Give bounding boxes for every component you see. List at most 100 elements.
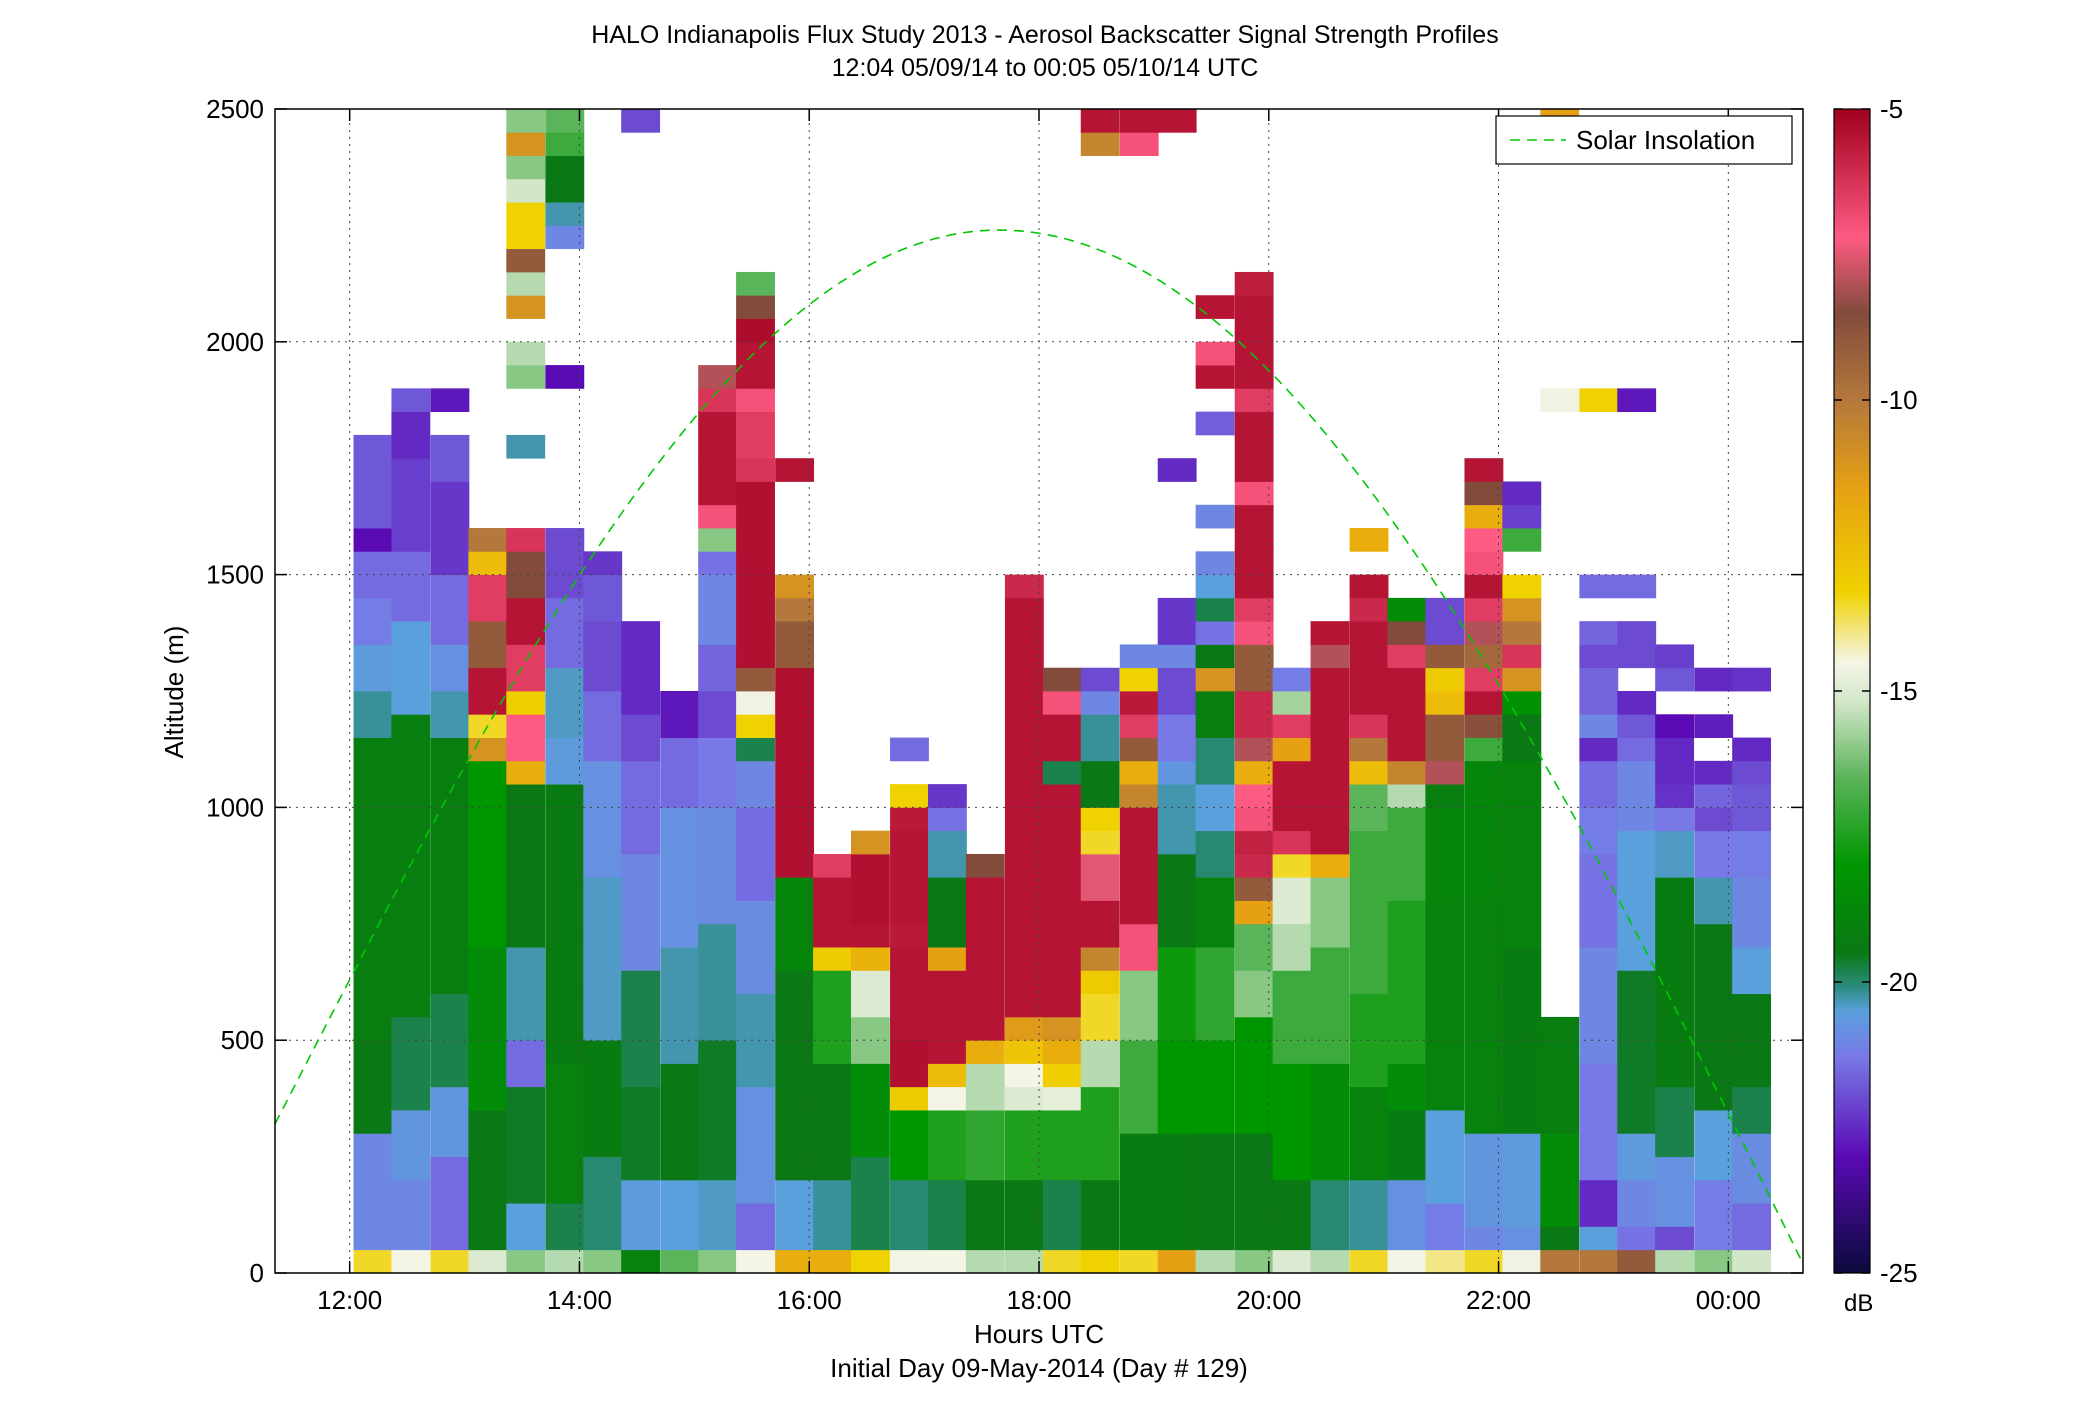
heatmap-cell (1080, 667, 1120, 692)
y-tick-label: 2000 (206, 327, 264, 357)
heatmap-cell (890, 1249, 929, 1274)
heatmap-cell (1617, 830, 1657, 971)
heatmap-cell (1310, 644, 1350, 669)
heatmap-cell (1272, 691, 1312, 715)
heatmap-cell (1119, 1040, 1159, 1134)
heatmap-cell (1464, 1133, 1504, 1227)
heatmap-cell (1080, 1179, 1120, 1251)
heatmap-cell (890, 993, 929, 1041)
y-tick-label: 500 (221, 1025, 264, 1055)
heatmap-cell (430, 481, 470, 575)
heatmap-cell (1579, 853, 1619, 948)
heatmap-cell (1119, 1133, 1159, 1251)
heatmap-cell (698, 528, 738, 552)
colorbar-tick-label: -10 (1880, 385, 1918, 415)
heatmap-cell (1234, 830, 1274, 855)
heatmap-cell (775, 1179, 815, 1251)
heatmap-cell (1195, 365, 1235, 389)
heatmap-cell (545, 1063, 585, 1204)
heatmap-cell (1464, 597, 1504, 622)
heatmap-cell (1080, 993, 1120, 1041)
heatmap-cell (1310, 830, 1350, 855)
heatmap-cell (1464, 760, 1504, 901)
heatmap-cell (1234, 295, 1274, 389)
y-axis-ticks: 0 500 1000 1500 2000 2500 (206, 94, 1803, 1288)
heatmap-cell (1272, 1179, 1312, 1251)
heatmap-cell (1694, 667, 1734, 692)
heatmap-cell (698, 574, 738, 645)
x-axis-label: Hours UTC (974, 1319, 1104, 1349)
solar-insolation-line (274, 229, 1804, 1265)
heatmap-cell (736, 993, 775, 1088)
heatmap-cell (1080, 132, 1120, 156)
colorbar-tick-label: -20 (1880, 967, 1918, 997)
heatmap-cell (468, 760, 508, 948)
heatmap-cell (1464, 737, 1504, 762)
y-axis-label: Altitude (m) (159, 626, 189, 759)
heatmap-cell (1119, 714, 1159, 738)
heatmap-cell (1502, 621, 1542, 645)
heatmap-cell (1579, 667, 1619, 715)
heatmap-cell (736, 318, 775, 343)
heatmap-cell (850, 1156, 890, 1251)
heatmap-cell (1617, 737, 1657, 762)
heatmap-cell (1234, 644, 1274, 692)
heatmap-cell (1349, 714, 1389, 738)
heatmap-cell (1579, 644, 1619, 669)
heatmap-cell (736, 295, 775, 319)
heatmap-cell (1195, 1249, 1235, 1274)
heatmap-cell (1617, 574, 1657, 599)
y-tick-label: 1000 (206, 792, 264, 822)
heatmap-cell (1732, 667, 1772, 692)
heatmap-cell (1119, 923, 1159, 971)
heatmap-cell (1502, 574, 1542, 599)
heatmap-cell (890, 1110, 929, 1181)
heatmap-cell (698, 411, 738, 459)
heatmap-cell (353, 597, 393, 645)
heatmap-cell (353, 1133, 393, 1251)
heatmap-cell (1464, 458, 1504, 482)
heatmap-cell (391, 1110, 431, 1181)
heatmap-cell (1502, 1133, 1542, 1227)
heatmap-cell (1349, 574, 1389, 599)
y-tick-label: 0 (250, 1258, 264, 1288)
heatmap-cell (1234, 1249, 1274, 1274)
heatmap-cell (1655, 644, 1695, 669)
heatmap-cell (1694, 760, 1734, 785)
heatmap-cell (1540, 1226, 1580, 1251)
heatmap-cell (1579, 807, 1619, 855)
heatmap-cell (736, 737, 775, 762)
heatmap-cell (506, 271, 546, 296)
heatmap-cell (698, 691, 738, 738)
heatmap-cell (1119, 807, 1159, 855)
heatmap-cell (506, 784, 546, 948)
heatmap-cell (1080, 714, 1120, 762)
heatmap-cell (736, 760, 775, 808)
heatmap-cell (1272, 853, 1312, 878)
heatmap-cell (927, 1249, 967, 1274)
heatmap-cell (1272, 970, 1312, 1064)
heatmap-cell (1349, 621, 1389, 715)
heatmap-cell (545, 155, 585, 203)
heatmap-cell (1119, 109, 1159, 133)
heatmap-cell (1464, 528, 1504, 552)
heatmap-cell (391, 1249, 431, 1274)
heatmap-cell (506, 760, 546, 785)
heatmap-cell (1349, 1179, 1389, 1251)
heatmap-cell (1349, 760, 1389, 785)
heatmap-cell (1195, 621, 1235, 645)
heatmap-cell (430, 737, 470, 995)
heatmap-cell (736, 1203, 775, 1251)
heatmap-cell (430, 1249, 470, 1274)
heatmap-cell (736, 667, 775, 692)
heatmap-cell (1119, 760, 1159, 785)
heatmap-cell (1387, 644, 1427, 669)
heatmap-cell (1042, 1110, 1082, 1181)
heatmap-cell (890, 1040, 929, 1088)
heatmap-cell (927, 784, 967, 808)
heatmap-cell (1617, 1179, 1657, 1227)
heatmap-cell (353, 1249, 393, 1274)
heatmap-cell (1502, 481, 1542, 506)
heatmap-cell (1272, 830, 1312, 855)
heatmap-cell (545, 109, 585, 133)
